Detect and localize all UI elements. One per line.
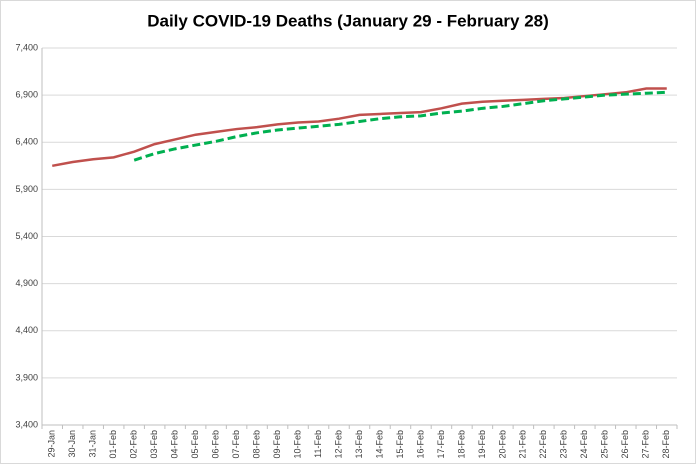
y-tick-label: 6,400 [15, 137, 38, 147]
x-tick-label: 17-Feb [436, 430, 446, 459]
x-tick-label: 29-Jan [47, 430, 57, 458]
y-tick-label: 5,400 [15, 231, 38, 241]
x-tick-label: 27-Feb [641, 430, 651, 459]
x-tick-label: 18-Feb [456, 430, 466, 459]
y-tick-label: 4,400 [15, 325, 38, 335]
x-tick-label: 31-Jan [88, 430, 98, 458]
series-line [133, 90, 667, 162]
x-tick-label: 23-Feb [559, 430, 569, 459]
chart-title: Daily COVID-19 Deaths (January 29 - Febr… [147, 11, 549, 30]
x-tick-label: 25-Feb [600, 430, 610, 459]
x-tick-label: 02-Feb [129, 430, 139, 459]
x-tick-label: 24-Feb [579, 430, 589, 459]
x-tick-label: 19-Feb [477, 430, 487, 459]
x-tick-label: 14-Feb [374, 430, 384, 459]
y-tick-label: 3,900 [15, 372, 38, 382]
x-tick-label: 09-Feb [272, 430, 282, 459]
x-tick-label: 05-Feb [190, 430, 200, 459]
x-tick-label: 12-Feb [333, 430, 343, 459]
x-tick-label: 28-Feb [661, 430, 671, 459]
x-tick-label: 13-Feb [354, 430, 364, 459]
y-tick-label: 3,400 [15, 419, 38, 429]
x-tick-label: 15-Feb [395, 430, 405, 459]
y-tick-label: 4,900 [15, 278, 38, 288]
x-tick-label: 21-Feb [518, 430, 528, 459]
y-tick-label: 5,900 [15, 184, 38, 194]
x-tick-label: 10-Feb [292, 430, 302, 459]
x-tick-label: 04-Feb [170, 430, 180, 459]
x-tick-label: 01-Feb [108, 430, 118, 459]
x-tick-label: 03-Feb [149, 430, 159, 459]
x-tick-label: 20-Feb [497, 430, 507, 459]
x-tick-label: 30-Jan [67, 430, 77, 458]
x-tick-label: 07-Feb [231, 430, 241, 459]
x-tick-label: 08-Feb [251, 430, 261, 459]
x-tick-label: 06-Feb [210, 430, 220, 459]
x-tick-label: 22-Feb [538, 430, 548, 459]
x-tick-label: 26-Feb [620, 430, 630, 459]
x-tick-label: 16-Feb [415, 430, 425, 459]
y-tick-label: 7,400 [15, 42, 38, 52]
y-tick-label: 6,900 [15, 90, 38, 100]
x-tick-label: 11-Feb [313, 430, 323, 458]
